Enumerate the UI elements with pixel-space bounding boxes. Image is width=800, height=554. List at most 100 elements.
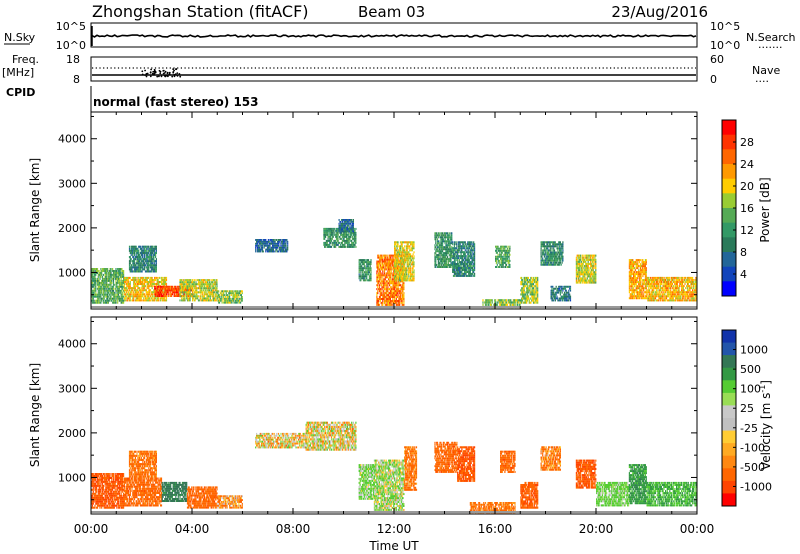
power-cell (96, 279, 98, 282)
power-cell (102, 299, 104, 302)
power-cell (369, 263, 371, 266)
nave-dip-dot (151, 72, 154, 75)
power-cell (139, 262, 141, 265)
power-cell (396, 292, 398, 295)
power-cell (352, 231, 354, 234)
power-cell (463, 274, 466, 277)
power-cell (198, 285, 200, 288)
power-cell (155, 266, 157, 269)
power-cell (505, 257, 508, 260)
power-cell (502, 266, 504, 268)
power-cell (158, 295, 160, 297)
power-cell (267, 239, 269, 241)
power-cell (457, 274, 459, 277)
power-cell (399, 255, 402, 258)
power-cell (399, 251, 402, 254)
power-cell (364, 265, 366, 268)
power-cell (340, 226, 342, 229)
power-cell (341, 241, 343, 244)
power-cell (99, 281, 101, 284)
power-cell (390, 262, 392, 265)
power-cell (346, 219, 348, 221)
power-cell (113, 295, 115, 298)
power-cell (145, 256, 147, 259)
power-cell (394, 249, 396, 252)
power-cell (132, 297, 134, 300)
power-cell (394, 269, 396, 272)
power-cell (455, 243, 457, 246)
power-cell (404, 279, 406, 282)
power-cell (100, 297, 102, 300)
power-cell (153, 268, 155, 271)
power-cell (392, 292, 394, 295)
power-cell (226, 297, 228, 300)
power-cell (507, 245, 509, 248)
power-cell (123, 277, 125, 280)
power-cell (119, 297, 121, 300)
power-cell (521, 299, 523, 302)
power-cell (329, 229, 331, 232)
power-cell (337, 241, 339, 244)
power-cell (122, 275, 124, 278)
power-cell (513, 299, 515, 302)
power-cell (121, 301, 123, 304)
power-cell (378, 260, 381, 263)
power-cell (130, 249, 132, 252)
power-cell (377, 300, 379, 302)
power-cell (229, 292, 232, 295)
power-cell (152, 247, 154, 250)
power-cell (112, 272, 115, 274)
power-cell (379, 292, 381, 295)
power-cell (440, 250, 442, 253)
power-cell (335, 235, 338, 238)
power-cell (211, 289, 213, 292)
power-cell (361, 277, 363, 280)
power-cell (123, 276, 125, 279)
power-cell (130, 247, 132, 250)
power-cell (213, 297, 216, 300)
power-cell (410, 243, 412, 246)
power-cell (462, 241, 464, 244)
power-cell (436, 232, 438, 235)
power-cell (190, 289, 192, 292)
power-cell (153, 247, 155, 250)
power-cell (438, 244, 440, 247)
power-cell (381, 280, 383, 283)
power-cell (395, 271, 397, 274)
power-cell (435, 236, 437, 239)
power-cell (449, 252, 451, 255)
power-cell (138, 295, 140, 298)
power-cell (466, 274, 468, 277)
power-cell (144, 266, 146, 269)
power-cell (153, 253, 155, 256)
power-cell (365, 275, 367, 278)
power-cell (127, 276, 129, 279)
power-cell (346, 224, 349, 227)
nave-dip-dot (175, 68, 178, 70)
power-cell (436, 250, 438, 253)
power-cell (176, 293, 178, 296)
power-cell (141, 283, 143, 285)
power-cell (210, 299, 212, 302)
power-cell (436, 244, 439, 247)
power-cell (104, 275, 106, 278)
nave-dip-dot (141, 70, 144, 73)
power-cell (165, 279, 168, 281)
power-cell (404, 277, 406, 280)
power-cell (402, 247, 404, 250)
power-cell (91, 268, 93, 270)
power-cell (352, 220, 354, 223)
power-cell (413, 261, 415, 264)
power-cell (435, 240, 437, 243)
power-cell (212, 285, 214, 288)
power-cell (438, 254, 440, 257)
power-cell (200, 293, 202, 296)
power-cell (380, 276, 382, 279)
power-cell (380, 258, 382, 261)
power-cell (222, 290, 224, 293)
power-cell (276, 244, 278, 247)
power-cell (496, 245, 498, 248)
power-cell (521, 279, 524, 282)
power-cell (234, 294, 236, 296)
power-cell (446, 260, 448, 263)
